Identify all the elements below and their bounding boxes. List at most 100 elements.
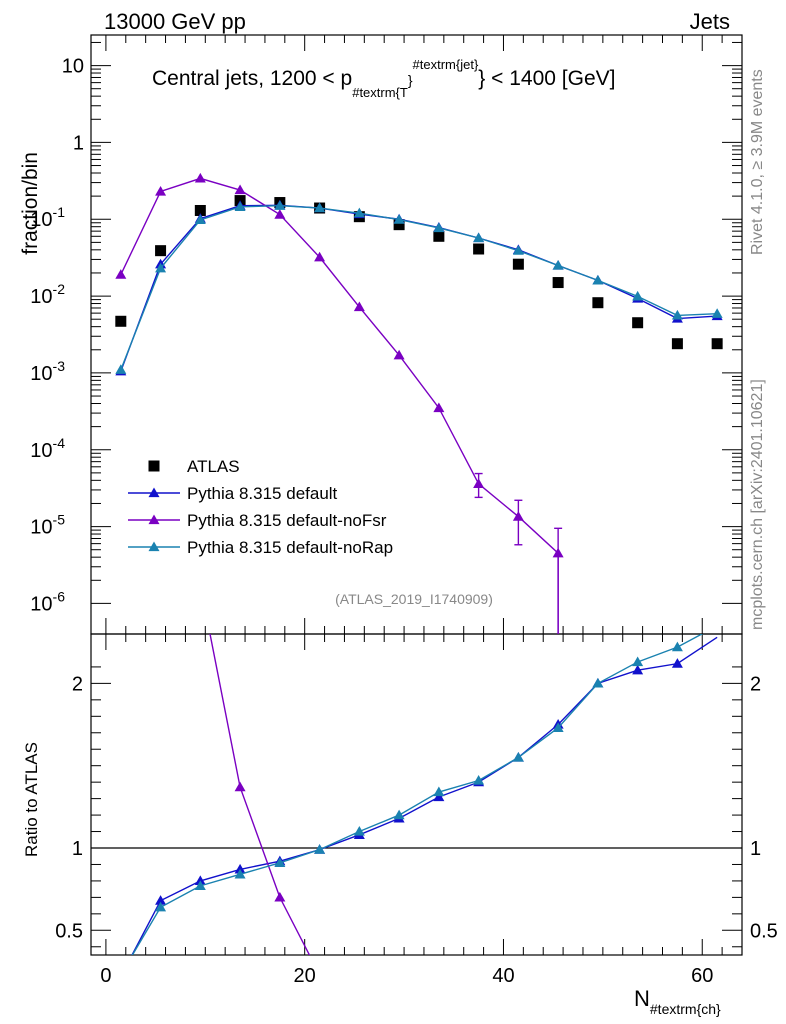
ratio-point	[473, 775, 485, 785]
series-pythia-8-315-default-norap	[115, 200, 723, 374]
legend-label: ATLAS	[187, 457, 240, 476]
series-pythia-8-315-default-nofsr	[115, 172, 564, 634]
data-point	[711, 308, 723, 318]
legend-entry-atlas: ATLAS	[148, 457, 240, 476]
ratio-point	[155, 901, 167, 912]
ratio-point	[552, 722, 564, 732]
ratio-point	[194, 880, 206, 890]
main-plot-area	[115, 172, 723, 634]
data-point	[115, 315, 127, 327]
ratio-line	[209, 634, 311, 955]
rivet-label: Rivet 4.1.0, ≥ 3.9M events	[749, 69, 766, 255]
x-tick-label: 20	[294, 965, 316, 987]
y-tick-label: 10-4	[30, 435, 65, 462]
series-pythia-8-315-default	[115, 199, 723, 376]
data-point	[473, 243, 485, 255]
plot-title: Central jets, 1200 < p#textrm{T}#textrm{…	[152, 57, 615, 100]
data-point	[115, 364, 127, 374]
analysis-id: (ATLAS_2019_I1740909)	[335, 591, 493, 607]
legend-marker	[148, 541, 160, 552]
legend: ATLAS Pythia 8.315 default Pythia 8.315 de…	[128, 457, 393, 557]
data-point	[393, 219, 405, 231]
header-right: Jets	[690, 9, 730, 34]
ratio-point	[314, 844, 326, 854]
ratio-series-pythia-8-315-default	[131, 636, 718, 955]
y-tick-exponent: -6	[53, 588, 66, 604]
data-point	[393, 214, 405, 224]
data-point	[314, 202, 326, 213]
title-sup2: #textrm{jet}	[413, 57, 479, 72]
legend-entry-pythia-8-315-default: Pythia 8.315 default	[128, 484, 338, 503]
data-point	[194, 214, 206, 225]
series-line	[120, 205, 718, 370]
x-tick-label: 40	[492, 965, 514, 987]
data-point	[234, 184, 246, 195]
data-point	[512, 511, 524, 521]
ratio-y-tick-label-right: 1	[750, 838, 761, 860]
data-point	[433, 222, 445, 233]
ratio-point	[155, 895, 167, 905]
y-tick-label: 10-5	[30, 512, 65, 539]
y-tick-exponent: -2	[53, 281, 66, 297]
ratio-point	[433, 791, 445, 802]
y-tick-base: 10	[30, 440, 52, 462]
y-tick-label: 10-6	[30, 588, 65, 615]
ratio-y-tick-label-right: 2	[750, 673, 761, 695]
data-point	[473, 478, 485, 488]
data-point	[194, 204, 206, 216]
ratio-point	[234, 863, 246, 874]
ratio-point	[433, 786, 445, 797]
ratio-y-tick-label-left: 0.5	[55, 920, 83, 942]
data-point	[512, 258, 524, 270]
ratio-line	[131, 634, 704, 955]
data-point	[711, 338, 723, 350]
data-point	[234, 201, 246, 211]
title-main: Central jets, 1200 < p	[152, 67, 352, 90]
y-tick-base: 10	[30, 517, 52, 539]
mcplots-label: mcplots.cern.ch [arXiv:2401.10621]	[749, 379, 766, 630]
legend-marker	[148, 487, 160, 498]
ratio-point	[632, 656, 644, 667]
legend-marker	[148, 514, 160, 525]
legend-entry-pythia-8-315-default-norap: Pythia 8.315 default-noRap	[128, 538, 393, 557]
data-point	[592, 297, 604, 309]
legend-label: Pythia 8.315 default	[187, 484, 338, 503]
ratio-point	[274, 891, 286, 902]
y-tick-base: 10	[30, 363, 52, 385]
ratio-line	[131, 636, 718, 955]
ratio-axis-ticks: 0.5 0.51 12 20 20 40 60	[55, 634, 778, 987]
title-sup: }	[408, 72, 413, 88]
y-tick-base: 10	[30, 209, 52, 231]
data-point	[353, 301, 365, 312]
data-point	[353, 207, 365, 218]
y-tick-label: 10-1	[30, 204, 65, 231]
legend-label: Pythia 8.315 default-noFsr	[187, 511, 387, 530]
data-point	[552, 547, 564, 558]
ratio-point	[353, 826, 365, 836]
ratio-series-pythia-8-315-default-norap	[131, 634, 704, 955]
ratio-point	[632, 664, 644, 675]
ratio-panel-frame	[90, 633, 743, 956]
y-tick-exponent: -1	[53, 204, 66, 220]
data-point	[671, 309, 683, 320]
y-tick-base: 10	[30, 593, 52, 615]
ratio-series-pythia-8-315-default-nofsr	[209, 634, 311, 955]
x-axis-label-sub: #textrm{ch}	[650, 1001, 721, 1017]
y-axis-label-ratio: Ratio to ATLAS	[22, 742, 41, 857]
series-line	[120, 204, 718, 372]
x-axis-label-main: N	[634, 986, 650, 1011]
x-tick-label: 0	[100, 965, 111, 987]
data-point	[393, 349, 405, 360]
ratio-point	[671, 658, 683, 668]
y-axis-label-main: fraction/bin	[19, 152, 42, 255]
title-suffix: } < 1400 [GeV]	[478, 67, 615, 90]
y-tick-label: 10	[62, 56, 84, 78]
data-point	[155, 245, 167, 257]
y-tick-label: 10-2	[30, 281, 65, 308]
ratio-point	[194, 875, 206, 886]
data-point	[433, 230, 445, 242]
data-point	[274, 200, 286, 210]
data-point	[274, 209, 286, 219]
